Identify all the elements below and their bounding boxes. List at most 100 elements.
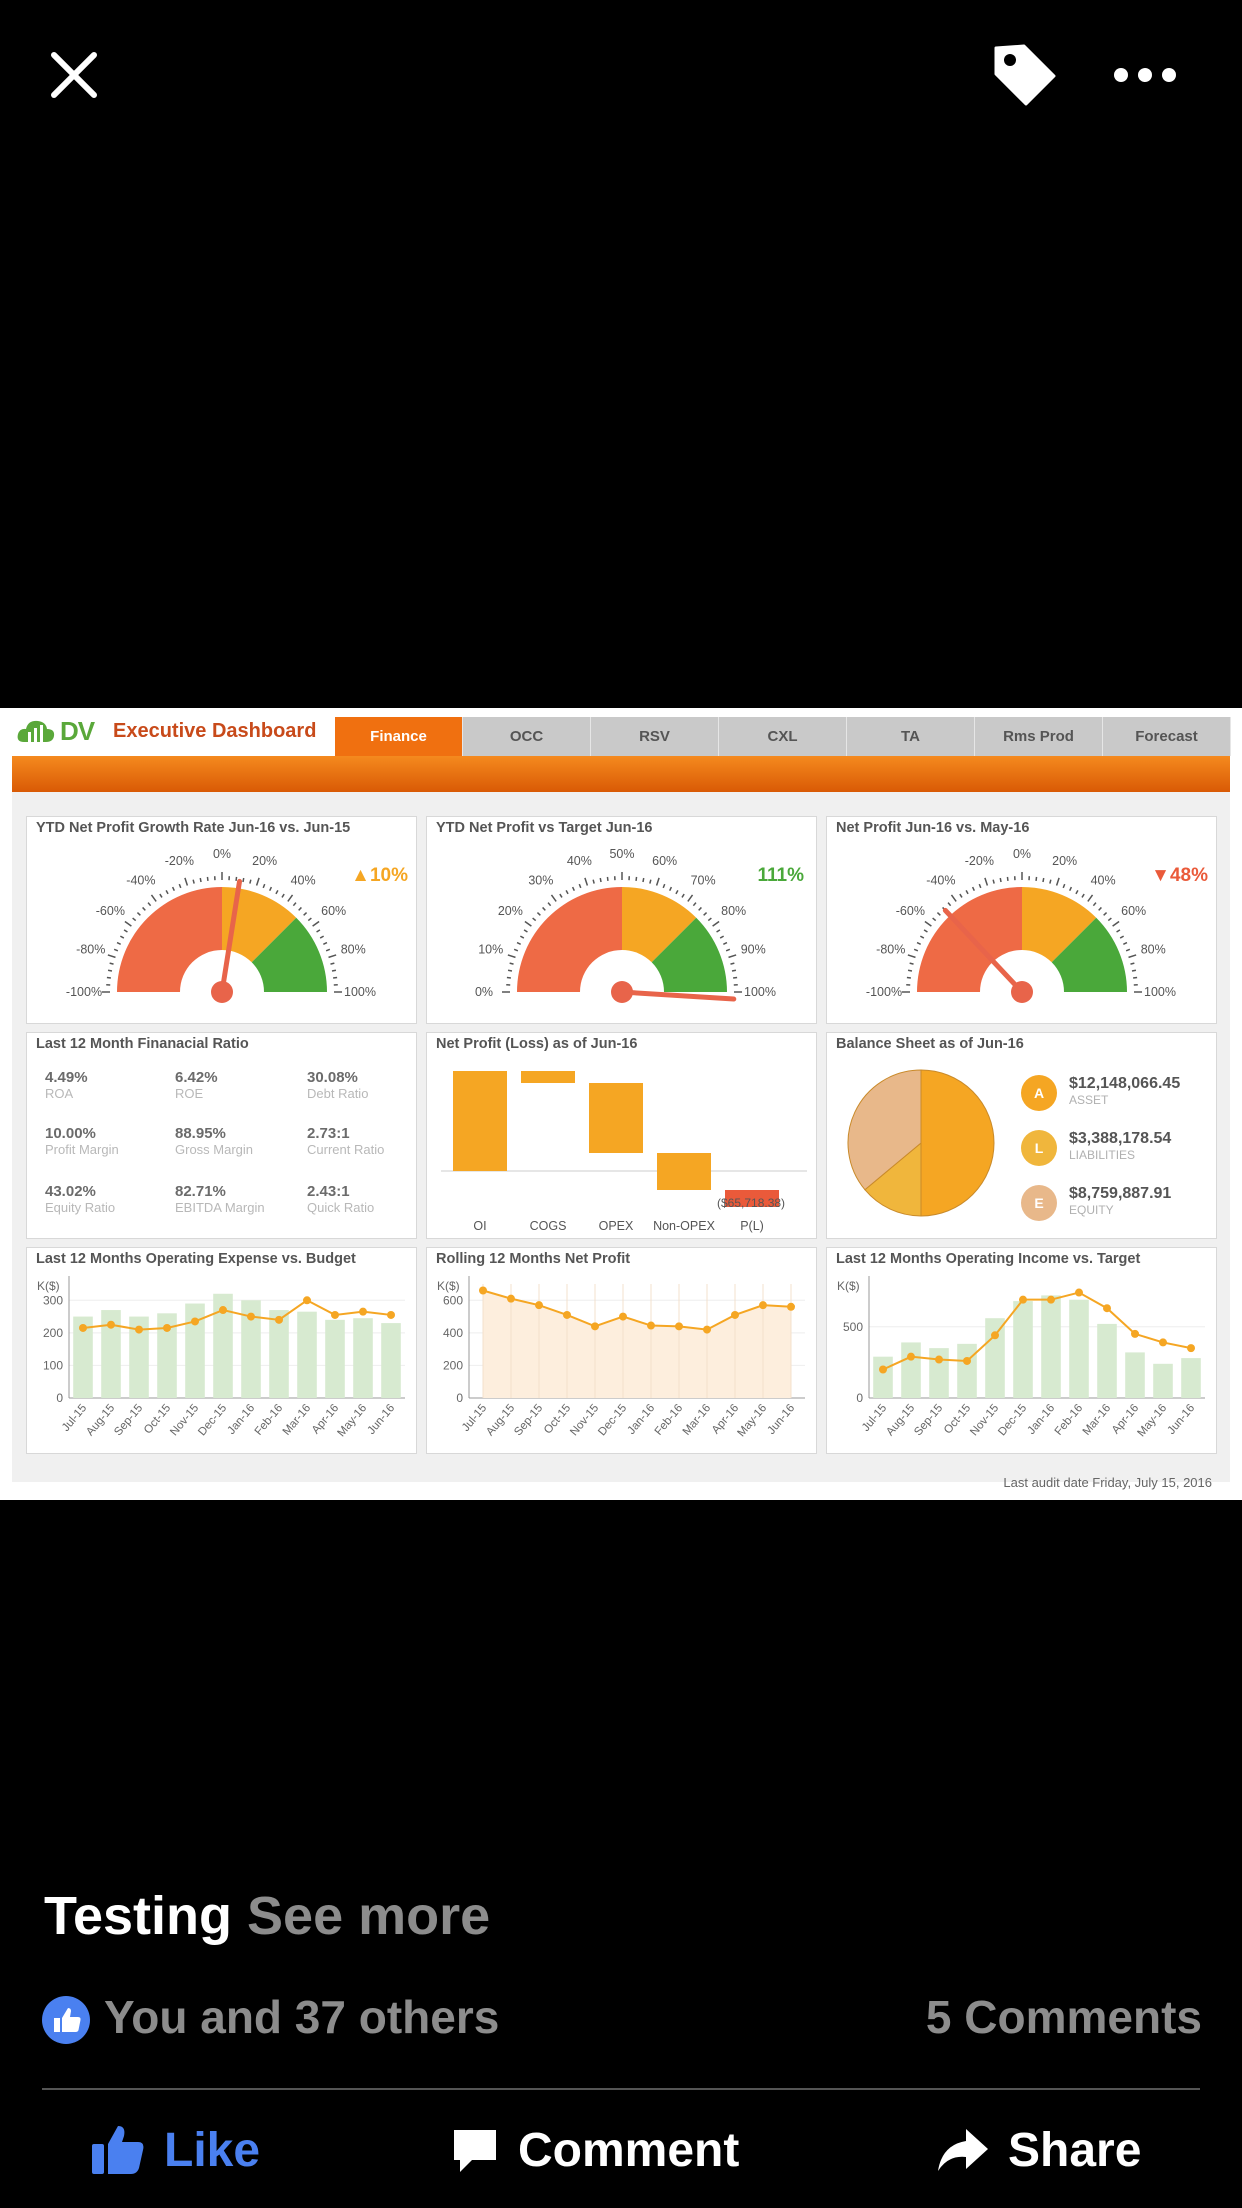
asset-badge: A xyxy=(1021,1075,1057,1111)
ratio-item: 6.42% ROE xyxy=(175,1069,218,1101)
chart-point xyxy=(79,1323,87,1332)
chart-point xyxy=(1019,1295,1027,1304)
gauge-tick xyxy=(1075,889,1079,895)
gauge-tick xyxy=(919,935,925,939)
balance-item-asset: A $12,148,066.45 ASSET xyxy=(1021,1075,1180,1111)
likes-summary[interactable]: You and 37 others xyxy=(104,1991,500,2043)
x-tick-label: Mar-16 xyxy=(681,1402,714,1438)
op-income-chart-panel: Last 12 Months Operating Income vs. Targ… xyxy=(826,1247,1217,1454)
gauge-tick xyxy=(333,976,338,979)
gauge-tick xyxy=(1116,929,1121,933)
share-button[interactable]: Share xyxy=(936,2118,1141,2182)
x-tick-label: Dec-15 xyxy=(196,1402,229,1438)
y-tick-label: 0 xyxy=(56,1391,63,1405)
gauge-tick xyxy=(932,917,937,922)
gauge-orange-band xyxy=(1022,887,1097,963)
gauge-tick xyxy=(924,920,932,927)
chart-bar xyxy=(1069,1299,1089,1398)
gauge-tick xyxy=(978,883,982,889)
gauge-tick xyxy=(298,906,302,911)
gauge-tick xyxy=(971,886,975,891)
chart-point xyxy=(563,1310,571,1319)
gauge-tick xyxy=(959,893,963,898)
gauge-red-band xyxy=(117,887,222,992)
gauge-tick xyxy=(303,912,308,916)
chart-point xyxy=(759,1301,767,1310)
gauge-tick xyxy=(249,879,252,884)
gauge-tick-label: 20% xyxy=(498,904,523,918)
x-tick-label: Nov-15 xyxy=(568,1402,601,1438)
ratio-item: 4.49% ROA xyxy=(45,1069,88,1101)
tag-icon xyxy=(994,44,1056,106)
gauge-panel-3: Net Profit Jun-16 vs. May-16 -100% -80% -6… xyxy=(826,816,1217,1024)
comments-count[interactable]: 5 Comments xyxy=(925,1991,1202,2043)
y-tick-label: 400 xyxy=(443,1326,463,1340)
waterfall-category-label: OI xyxy=(473,1219,486,1233)
x-tick-label: Sep-15 xyxy=(112,1402,145,1438)
gauge-tick-label: 30% xyxy=(528,873,553,887)
reactions-row: You and 37 others 5 Comments xyxy=(42,1990,1202,2050)
logo-text: DV xyxy=(60,715,95,746)
gauge-tick-label: -80% xyxy=(876,942,905,956)
tab-finance: Finance xyxy=(335,717,463,756)
gauge-red-band xyxy=(517,887,622,992)
chart-point xyxy=(703,1325,711,1334)
gauge-tick xyxy=(655,877,660,886)
y-axis-label: K($) xyxy=(37,1279,60,1293)
gauge-tick xyxy=(730,962,735,965)
gauge-tick xyxy=(559,893,563,898)
like-reaction-icon xyxy=(42,1996,90,2044)
more-options-button[interactable] xyxy=(1110,55,1180,95)
gauge-tick xyxy=(287,894,294,902)
gauge-tick xyxy=(316,929,321,933)
gauge-tick xyxy=(635,876,638,881)
gauge-tick-label: 100% xyxy=(1144,985,1176,999)
chart-line xyxy=(482,1289,792,1331)
tag-button[interactable] xyxy=(990,40,1060,110)
x-tick-label: May-16 xyxy=(1135,1402,1169,1439)
chart-bar xyxy=(185,1303,205,1398)
close-button[interactable] xyxy=(44,45,104,105)
gauge-tick xyxy=(319,935,325,939)
gauge-tick xyxy=(516,941,521,945)
gauge-tick xyxy=(571,886,575,891)
dashboard-photo[interactable]: DV Executive Dashboard Finance OCC RSV C… xyxy=(0,708,1242,1500)
waterfall-bar xyxy=(725,1190,779,1207)
y-tick-label: 300 xyxy=(43,1293,63,1307)
x-tick-label: Mar-16 xyxy=(1081,1402,1114,1438)
gauge-tick xyxy=(507,969,513,972)
gauge-tick xyxy=(1087,894,1094,902)
gauge-tick xyxy=(206,876,209,881)
dashboard-tabs: Finance OCC RSV CXL TA Rms Prod Forecast xyxy=(335,717,1231,756)
gauge-tick xyxy=(507,954,516,959)
gauge-tick xyxy=(107,954,116,959)
gauge-tick-label: 40% xyxy=(291,873,316,887)
gauge-tick-label: 100% xyxy=(744,985,776,999)
waterfall-category-label: P(L) xyxy=(740,1219,764,1233)
gauge-tick xyxy=(1081,893,1085,898)
chart-point xyxy=(479,1286,487,1295)
x-tick-label: Feb-16 xyxy=(253,1402,286,1438)
gauge-tick-label: -40% xyxy=(926,873,955,887)
gauge-tick xyxy=(307,917,312,922)
like-button[interactable]: Like xyxy=(90,2118,260,2182)
gauge-needle-hub xyxy=(611,981,633,1003)
see-more-link[interactable]: See more xyxy=(247,1886,491,1946)
gauge-tick xyxy=(178,883,182,889)
chart-point xyxy=(1131,1329,1139,1338)
chart-point xyxy=(731,1310,739,1319)
tab-cxl: CXL xyxy=(719,717,847,756)
gauge-tick xyxy=(184,877,189,886)
gauge-tick xyxy=(712,920,720,927)
waterfall-category-label: COGS xyxy=(530,1219,567,1233)
dashboard-title: Executive Dashboard xyxy=(113,720,317,742)
chart-bar xyxy=(353,1318,373,1398)
liabilities-label: LIABILITIES xyxy=(1069,1148,1136,1162)
ratio-panel: Last 12 Month Finanacial Ratio 4.49% ROA … xyxy=(26,1032,417,1239)
tab-rms-prod: Rms Prod xyxy=(975,717,1103,756)
gauge-tick xyxy=(1098,906,1102,911)
comment-button[interactable]: Comment xyxy=(450,2118,739,2182)
chart-line xyxy=(882,1291,1192,1371)
gauge-tick xyxy=(703,912,708,916)
balance-panel: Balance Sheet as of Jun-16 A $12,148,066… xyxy=(826,1032,1217,1239)
